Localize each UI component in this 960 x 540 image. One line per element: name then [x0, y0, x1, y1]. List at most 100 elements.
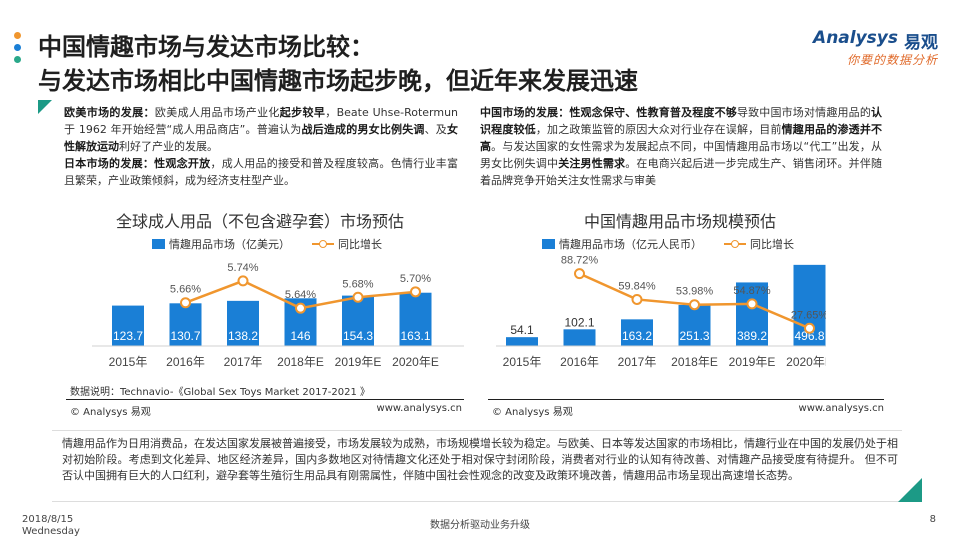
growth-point-5	[410, 286, 421, 298]
summary-text: 情趣用品作为日用消费品，在发达国家发展被普遍接受，市场发展较为成熟，市场规模增长…	[62, 437, 898, 482]
europe-us-text-4: 利好了产业的发展。	[119, 140, 218, 153]
bar-value-label-3: 146	[290, 329, 310, 343]
bar-value-label-0: 54.1	[510, 323, 534, 337]
europe-us-bold-3: 女性解放运动	[64, 123, 458, 153]
legend-line-label: 同比增长	[750, 238, 794, 251]
bar-3	[678, 304, 711, 346]
growth-label-4: 5.68%	[342, 278, 373, 290]
x-tick-label-1: 2016年	[166, 355, 205, 369]
date-text: 2018/8/15	[22, 514, 74, 525]
chart1-rule	[66, 399, 464, 400]
europe-us-text: 欧美成人用品市场产业化	[154, 106, 280, 119]
bar-value-label-4: 389.2	[737, 329, 767, 343]
chart2-source-url[interactable]: www.analysys.cn	[798, 403, 884, 414]
bar-value-label-1: 130.7	[170, 329, 200, 343]
china-label: 中国市场的发展：	[480, 106, 570, 119]
footer-date: 2018/8/15 Wednesday	[22, 514, 80, 538]
logo-brand-text: Analysys	[813, 28, 898, 48]
page-title-line-2: 与发达市场相比中国情趣市场起步晚，但近年来发展迅速	[38, 67, 638, 95]
bar-value-label-2: 163.2	[622, 329, 652, 343]
growth-label-5: 5.70%	[400, 273, 431, 285]
x-tick-label-0: 2015年	[503, 355, 542, 369]
china-bold-4: 关注男性需求	[558, 157, 626, 170]
bar-0	[506, 337, 538, 346]
bar-1	[169, 303, 202, 346]
growth-point-3	[295, 302, 306, 314]
growth-label-3: 5.64%	[285, 289, 316, 301]
bar-2	[227, 300, 259, 346]
logo-brand-cn: 易观	[904, 33, 938, 53]
growth-point-4	[352, 291, 364, 303]
bar-value-label-1: 102.1	[564, 315, 594, 329]
weekday-text: Wednesday	[22, 526, 80, 537]
growth-point-2	[237, 275, 249, 287]
bar-value-label-2: 138.2	[228, 329, 258, 343]
x-tick-label-2: 2017年	[618, 355, 657, 369]
x-tick-label-3: 2018年E	[277, 355, 324, 369]
growth-label-4: 54.87%	[733, 285, 771, 297]
page-number: 8	[929, 514, 936, 525]
bar-1	[563, 329, 596, 346]
growth-label-2: 5.74%	[227, 262, 258, 274]
chart1-copyright: © Analysys 易观	[70, 407, 151, 418]
china-bold-2: 认识程度较低	[480, 106, 883, 136]
chart2-rule	[488, 399, 884, 400]
growth-label-1: 88.72%	[561, 255, 599, 267]
summary-box	[52, 430, 902, 502]
growth-label-5: 27.65%	[791, 309, 826, 321]
logo-slogan: 你要的数据分析	[846, 53, 938, 67]
chart1-legend: 情趣用品市场（亿美元） 同比增长	[152, 236, 382, 252]
china-text-3: 。与发达国家的女性需求为发展起点不同，中国情趣用品市场以“代工”出发，从男女比例…	[480, 140, 882, 170]
europe-us-label: 欧美市场的发展：	[64, 106, 155, 119]
bar-value-label-5: 163.1	[400, 329, 430, 343]
x-tick-label-2: 2017年	[224, 355, 263, 369]
bar-value-label-3: 251.3	[679, 329, 709, 343]
x-tick-label-1: 2016年	[560, 355, 599, 369]
bar-value-label-4: 154.3	[343, 329, 373, 343]
growth-label-2: 59.84%	[618, 280, 656, 292]
legend-line-swatch	[724, 239, 746, 249]
chart1-title: 全球成人用品（不包含避孕套）市场预估	[115, 212, 404, 231]
china-bold-1: 性观念保守、性教育普及程度不够	[569, 106, 737, 119]
china-market-description: 中国市场的发展：性观念保守、性教育普及程度不够导致中国市场对情趣用品的认识程度较…	[480, 104, 882, 189]
china-bold-3: 情趣用品的渗透并不高	[480, 123, 883, 153]
x-tick-label-5: 2020年E	[786, 355, 826, 369]
growth-point-5	[804, 322, 815, 334]
bar-value-label-5: 496.8	[794, 329, 824, 343]
legend-bar-swatch	[152, 239, 165, 249]
growth-point-2	[631, 293, 643, 305]
chart1-data-note: 数据说明：Technavio-《Global Sex Toys Market 2…	[70, 387, 371, 398]
chart1-source-url[interactable]: www.analysys.cn	[376, 403, 462, 414]
china-market-chart: 54.1 102.1 163.2 251.3 389.2 496.8 88.72% 59.84…	[496, 255, 826, 369]
bar-5	[399, 292, 432, 346]
europe-us-bold-1: 起步较早	[279, 106, 326, 119]
growth-label-1: 5.66%	[170, 284, 201, 296]
growth-point-3	[689, 299, 700, 311]
x-tick-label-4: 2019年E	[729, 355, 776, 369]
corner-decoration	[898, 478, 922, 502]
chart2-title: 中国情趣用品市场规模预估	[583, 212, 776, 231]
japan-bold-1: 性观念开放	[154, 157, 211, 170]
china-text-2: ，加之政策监管的原因大众对行业存在误解，目前	[535, 123, 782, 136]
japan-label: 日本市场的发展：	[64, 157, 155, 170]
analysys-logo: Analysys 易观 你要的数据分析	[808, 26, 938, 72]
bar-4	[736, 282, 768, 346]
bar-2	[621, 319, 653, 346]
page-title-line-1: 中国情趣市场与发达市场比较：	[38, 33, 374, 61]
section-corner-mark	[38, 100, 52, 114]
growth-point-1	[180, 297, 191, 309]
legend-line-label: 同比增长	[338, 238, 382, 251]
bar-0	[112, 305, 144, 346]
legend-bar-swatch	[542, 239, 555, 249]
orange-dot	[14, 32, 21, 39]
bar-value-label-0: 123.7	[113, 329, 143, 343]
europe-us-text-3: 、及	[424, 123, 447, 136]
blue-dot	[14, 44, 21, 51]
developed-market-description: 欧美市场的发展：欧美成人用品市场产业化起步较早，Beate Uhse-Roter…	[64, 104, 458, 189]
x-tick-label-5: 2020年E	[392, 355, 439, 369]
x-tick-label-4: 2019年E	[335, 355, 382, 369]
legend-bar-label: 情趣用品市场（亿元人民币）	[559, 238, 702, 251]
europe-us-bold-2: 战后造成的男女比例失调	[301, 123, 425, 136]
china-text-4: 。在电商兴起后进一步完成生产、销售闭环。并伴随着品牌竞争开始关注女性需求与审美	[480, 157, 883, 187]
legend-line-swatch	[312, 239, 334, 249]
